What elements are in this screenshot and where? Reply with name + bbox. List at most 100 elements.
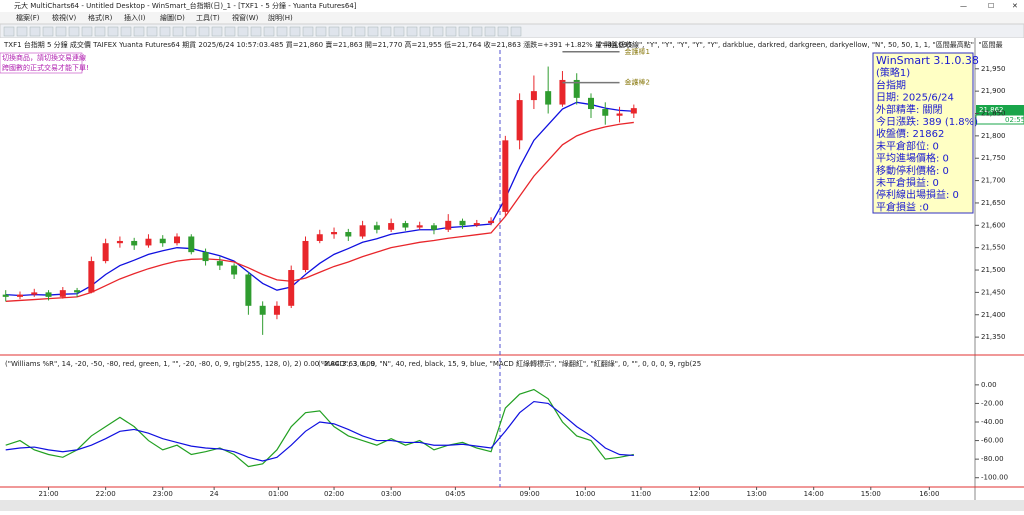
candle-body: [302, 240, 309, 271]
menu-item[interactable]: 插入(I): [124, 13, 146, 22]
price-tag-text: 21,862: [979, 106, 1004, 114]
moving-average: [5, 121, 634, 302]
toolbar-button[interactable]: [198, 26, 210, 37]
toolbar-button[interactable]: [419, 26, 431, 37]
y-tick-label: 0.00: [981, 381, 997, 389]
toolbar-button[interactable]: [458, 26, 470, 37]
toolbar-button[interactable]: [432, 26, 444, 37]
x-tick-label: 02:00: [324, 490, 344, 498]
toolbar-button[interactable]: [315, 26, 327, 37]
toolbar-button[interactable]: [445, 26, 457, 37]
candle-body: [88, 261, 95, 293]
candle-body: [331, 232, 338, 235]
y-tick-label: 21,900: [981, 87, 1006, 95]
toolbar-button[interactable]: [497, 26, 509, 37]
toolbar-button[interactable]: [159, 26, 171, 37]
toolbar-button[interactable]: [29, 26, 41, 37]
candle-body: [288, 270, 295, 306]
candle-body: [373, 225, 380, 230]
toolbar-button[interactable]: [55, 26, 67, 37]
toolbar-button[interactable]: [107, 26, 119, 37]
toolbar-button[interactable]: [354, 26, 366, 37]
candle-body: [388, 223, 395, 230]
toolbar-button[interactable]: [16, 26, 28, 37]
title-bar: [0, 0, 1024, 12]
toolbar-button[interactable]: [68, 26, 80, 37]
x-tick-label: 13:00: [746, 490, 766, 498]
window-title: 元大 MultiCharts64 - Untitled Desktop - Wi…: [14, 1, 357, 10]
y-tick-label: 21,750: [981, 154, 1006, 162]
candle-body: [402, 223, 409, 228]
close[interactable]: ✕: [1012, 2, 1018, 10]
candle-body: [116, 240, 123, 244]
toolbar-button[interactable]: [224, 26, 236, 37]
menu-bar: [0, 12, 1024, 24]
y-tick-label: 21,600: [981, 221, 1006, 229]
candle-body: [16, 294, 23, 297]
toolbar-button[interactable]: [406, 26, 418, 37]
note: 跨國數的正式交易才能下單!: [2, 63, 89, 72]
toolbar-button[interactable]: [250, 26, 262, 37]
level-label: 金護棒2: [625, 78, 650, 87]
toolbar-button[interactable]: [211, 26, 223, 37]
y-tick-label: 21,700: [981, 177, 1006, 185]
toolbar-button[interactable]: [367, 26, 379, 37]
toolbar-button[interactable]: [471, 26, 483, 37]
toolbar-button[interactable]: [42, 26, 54, 37]
toolbar-button[interactable]: [276, 26, 288, 37]
minimize[interactable]: —: [960, 2, 967, 10]
toolbar-button[interactable]: [393, 26, 405, 37]
y-tick-label: -80.00: [981, 455, 1004, 463]
toolbar-button[interactable]: [289, 26, 301, 37]
toolbar-button[interactable]: [341, 26, 353, 37]
info-box-line: 台指期: [876, 78, 906, 91]
toolbar-button[interactable]: [484, 26, 496, 37]
candle-body: [345, 232, 352, 237]
info-box-line: (策略1): [876, 66, 910, 79]
toolbar-button[interactable]: [94, 26, 106, 37]
x-tick-label: 14:00: [804, 490, 824, 498]
toolbar-button[interactable]: [510, 26, 522, 37]
toolbar-button[interactable]: [380, 26, 392, 37]
level-label: 金護棒1: [625, 47, 650, 56]
toolbar-button[interactable]: [263, 26, 275, 37]
y-tick-label: 21,850: [981, 110, 1006, 118]
x-tick-label: 09:00: [520, 490, 540, 498]
info-box-line: 停利線出場損益: 0: [876, 188, 959, 201]
y-tick-label: 21,400: [981, 311, 1006, 319]
toolbar-button[interactable]: [172, 26, 184, 37]
moving-average: [5, 101, 634, 297]
toolbar-button[interactable]: [3, 26, 15, 37]
toolbar-button[interactable]: [120, 26, 132, 37]
menu-item[interactable]: 格式(R): [88, 13, 113, 22]
toolbar-button[interactable]: [146, 26, 158, 37]
toolbar-button[interactable]: [302, 26, 314, 37]
candle-body: [488, 220, 495, 224]
menu-item[interactable]: 工具(T): [196, 14, 220, 22]
x-tick-label: 22:00: [96, 490, 116, 498]
menu-item[interactable]: 檔案(F): [16, 13, 40, 22]
candle-body: [587, 97, 594, 110]
toolbar-button[interactable]: [185, 26, 197, 37]
toolbar-button[interactable]: [133, 26, 145, 37]
menu-item[interactable]: 視窗(W): [232, 13, 259, 22]
x-tick-label: 21:00: [38, 490, 58, 498]
note: 切換商品，請切換交易連線: [2, 53, 86, 62]
menu-item[interactable]: 繪圖(D): [160, 13, 185, 22]
toolbar-button[interactable]: [237, 26, 249, 37]
candle-body: [131, 240, 138, 246]
indicator-header: ("MACD", 3, 6, 9, "N", 40, red, black, 1…: [318, 359, 701, 368]
menu-item[interactable]: 檢視(V): [52, 13, 77, 22]
strategy-params: ("開盤低收線", "Y", "Y", "Y", "Y", "Y", darkb…: [598, 40, 1003, 49]
y-tick-label: 21,350: [981, 333, 1006, 341]
x-tick-label: 01:00: [268, 490, 288, 498]
x-tick-label: 23:00: [153, 490, 173, 498]
menu-item[interactable]: 說明(H): [268, 13, 293, 22]
maximize[interactable]: ☐: [988, 2, 994, 10]
toolbar-button[interactable]: [81, 26, 93, 37]
toolbar-button[interactable]: [328, 26, 340, 37]
